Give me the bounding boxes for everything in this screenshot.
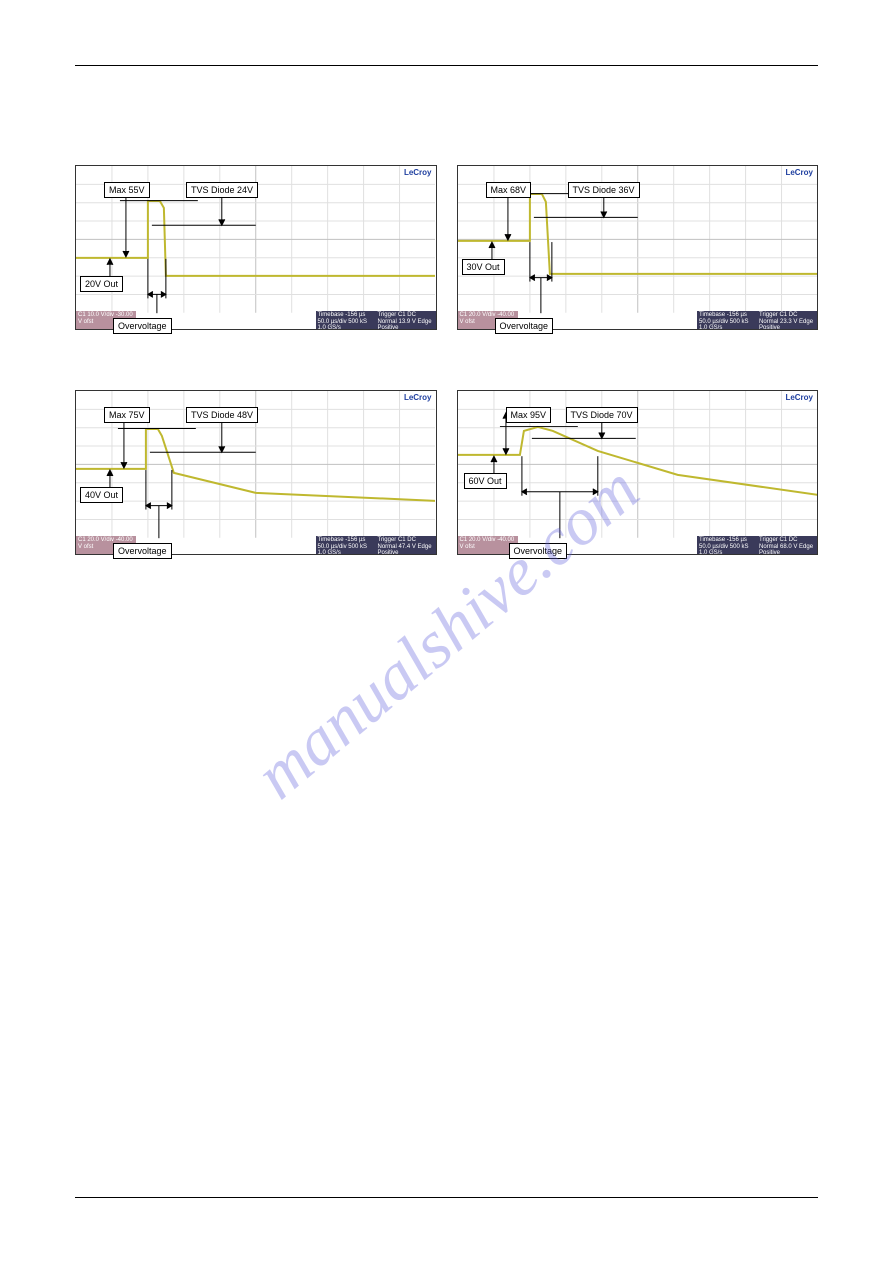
oscilloscope-screen: LeCroy Max 55V TVS Diode 24V 20V Out C1 … [75, 165, 437, 330]
annotation-overvoltage: Overvoltage [495, 318, 554, 334]
footer-trigger: Trigger C1 DC Normal 13.9 V Edge Positiv… [376, 311, 436, 329]
rule-top [75, 65, 818, 66]
footer-trigger: Trigger C1 DC Normal 47.4 V Edge Positiv… [376, 536, 436, 554]
scope-figure-2: LeCroy Max 75V TVS Diode 48V 40V Out C1 … [75, 390, 437, 555]
oscilloscope-screen: LeCroy Max 75V TVS Diode 48V 40V Out C1 … [75, 390, 437, 555]
rule-bottom [75, 1197, 818, 1198]
annotation-diode: TVS Diode 48V [186, 407, 258, 423]
annotation-out: 20V Out [80, 276, 123, 292]
footer-timebase: Timebase -156 µs 50.0 µs/div 500 kS 1.0 … [316, 311, 376, 329]
figure-grid: LeCroy Max 55V TVS Diode 24V 20V Out C1 … [75, 165, 818, 555]
annotation-max: Max 75V [104, 407, 150, 423]
footer-timebase: Timebase -156 µs 50.0 µs/div 500 kS 1.0 … [697, 311, 757, 329]
annotation-overvoltage: Overvoltage [113, 543, 172, 559]
annotation-overvoltage: Overvoltage [113, 318, 172, 334]
annotation-max: Max 55V [104, 182, 150, 198]
annotation-diode: TVS Diode 70V [566, 407, 638, 423]
scope-figure-0: LeCroy Max 55V TVS Diode 24V 20V Out C1 … [75, 165, 437, 330]
footer-timebase: Timebase -156 µs 50.0 µs/div 500 kS 1.0 … [697, 536, 757, 554]
annotation-out: 60V Out [464, 473, 507, 489]
footer-trigger: Trigger C1 DC Normal 23.3 V Edge Positiv… [757, 311, 817, 329]
footer-trigger: Trigger C1 DC Normal 68.0 V Edge Positiv… [757, 536, 817, 554]
figure-row-0: LeCroy Max 55V TVS Diode 24V 20V Out C1 … [75, 165, 818, 330]
document-page: LeCroy Max 55V TVS Diode 24V 20V Out C1 … [0, 0, 893, 1263]
scope-brand-label: LeCroy [404, 168, 432, 177]
scope-figure-1: LeCroy Max 68V TVS Diode 36V 30V Out C1 … [457, 165, 819, 330]
annotation-max: Max 68V [486, 182, 532, 198]
oscilloscope-screen: LeCroy Max 68V TVS Diode 36V 30V Out C1 … [457, 165, 819, 330]
footer-timebase: Timebase -156 µs 50.0 µs/div 500 kS 1.0 … [316, 536, 376, 554]
scope-brand-label: LeCroy [785, 168, 813, 177]
oscilloscope-screen: LeCroy Max 95V TVS Diode 70V 60V Out C1 … [457, 390, 819, 555]
annotation-out: 40V Out [80, 487, 123, 503]
figure-row-1: LeCroy Max 75V TVS Diode 48V 40V Out C1 … [75, 390, 818, 555]
scope-brand-label: LeCroy [404, 393, 432, 402]
annotation-overvoltage: Overvoltage [509, 543, 568, 559]
annotation-max: Max 95V [506, 407, 552, 423]
annotation-diode: TVS Diode 24V [186, 182, 258, 198]
annotation-diode: TVS Diode 36V [568, 182, 640, 198]
scope-figure-3: LeCroy Max 95V TVS Diode 70V 60V Out C1 … [457, 390, 819, 555]
annotation-out: 30V Out [462, 259, 505, 275]
scope-brand-label: LeCroy [785, 393, 813, 402]
